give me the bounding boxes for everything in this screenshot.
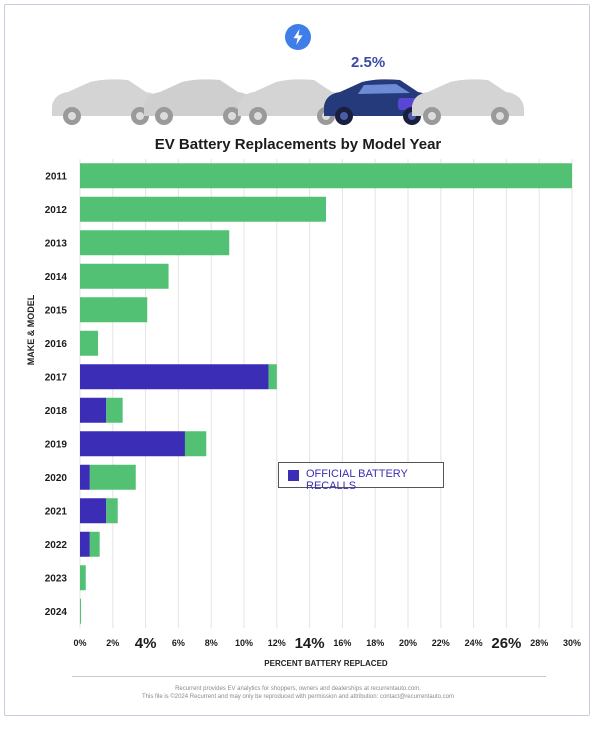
y-tick-label: 2013	[45, 238, 68, 249]
highlight-percentage: 2.5%	[351, 54, 386, 71]
highlighted-car-icon	[324, 79, 436, 125]
x-tick-label: 14%	[295, 635, 325, 652]
car-icon	[52, 79, 164, 125]
footer-line-1: Recurrent provides EV analytics for shop…	[175, 686, 421, 692]
x-tick-label: 28%	[530, 638, 548, 648]
bar-replaced	[80, 163, 572, 189]
x-tick-label: 16%	[333, 638, 351, 648]
x-tick-label: 24%	[465, 638, 483, 648]
y-tick-label: 2015	[45, 305, 68, 316]
car-illustration	[52, 79, 524, 125]
bar-replaced	[80, 263, 169, 289]
y-tick-label: 2018	[45, 406, 68, 417]
lightning-bolt-icon	[285, 24, 311, 50]
y-tick-label: 2019	[45, 439, 68, 450]
card-frame	[4, 4, 590, 716]
x-tick-label: 20%	[399, 638, 417, 648]
bar-replaced	[80, 230, 230, 256]
bar-replaced	[106, 397, 123, 423]
x-tick-label: 12%	[268, 638, 286, 648]
y-tick-label: 2023	[45, 573, 68, 584]
bar-replaced	[184, 431, 207, 457]
bar-recall	[80, 464, 90, 490]
y-tick-label: 2012	[45, 205, 68, 216]
bar-recall	[80, 431, 185, 457]
x-axis-label: PERCENT BATTERY REPLACED	[264, 659, 388, 668]
bar-replaced	[80, 565, 86, 591]
y-tick-label: 2014	[45, 272, 68, 283]
x-tick-label: 10%	[235, 638, 253, 648]
x-tick-label: 6%	[172, 638, 185, 648]
car-icon	[144, 79, 256, 125]
bar-replaced	[80, 297, 148, 323]
bar-replaced	[268, 364, 277, 390]
x-tick-label: 30%	[563, 638, 581, 648]
y-tick-label: 2024	[45, 607, 68, 618]
x-tick-label: 4%	[135, 635, 157, 652]
legend: OFFICIAL BATTERY RECALLS	[278, 462, 444, 492]
x-tick-label: 22%	[432, 638, 450, 648]
x-tick-label: 8%	[205, 638, 218, 648]
bar-replaced	[106, 498, 118, 524]
bar-replaced	[80, 330, 99, 356]
legend-swatch-recall	[288, 470, 299, 481]
bar-recall	[80, 531, 90, 557]
x-tick-label: 0%	[73, 638, 86, 648]
y-tick-label: 2021	[45, 506, 68, 517]
footer-line-2: This file is ©2024 Recurrent and may onl…	[142, 694, 454, 700]
x-tick-label: 18%	[366, 638, 384, 648]
x-tick-label: 2%	[106, 638, 119, 648]
bar-replaced	[89, 531, 100, 557]
legend-label: OFFICIAL BATTERY RECALLS	[306, 468, 408, 492]
bar-recall	[80, 397, 107, 423]
y-tick-label: 2017	[45, 372, 68, 383]
bar-replaced	[80, 196, 326, 222]
bar-recall	[80, 364, 269, 390]
car-icon	[412, 79, 524, 125]
bar-recall	[80, 498, 107, 524]
x-tick-label: 26%	[491, 635, 521, 652]
y-tick-label: 2011	[45, 171, 67, 182]
y-tick-label: 2016	[45, 339, 68, 350]
y-tick-label: 2020	[45, 473, 68, 484]
footer-divider	[72, 676, 546, 677]
chart-title: EV Battery Replacements by Model Year	[154, 136, 442, 153]
bar-replaced	[89, 464, 136, 490]
y-tick-label: 2022	[45, 540, 68, 551]
bar-replaced	[80, 598, 81, 624]
